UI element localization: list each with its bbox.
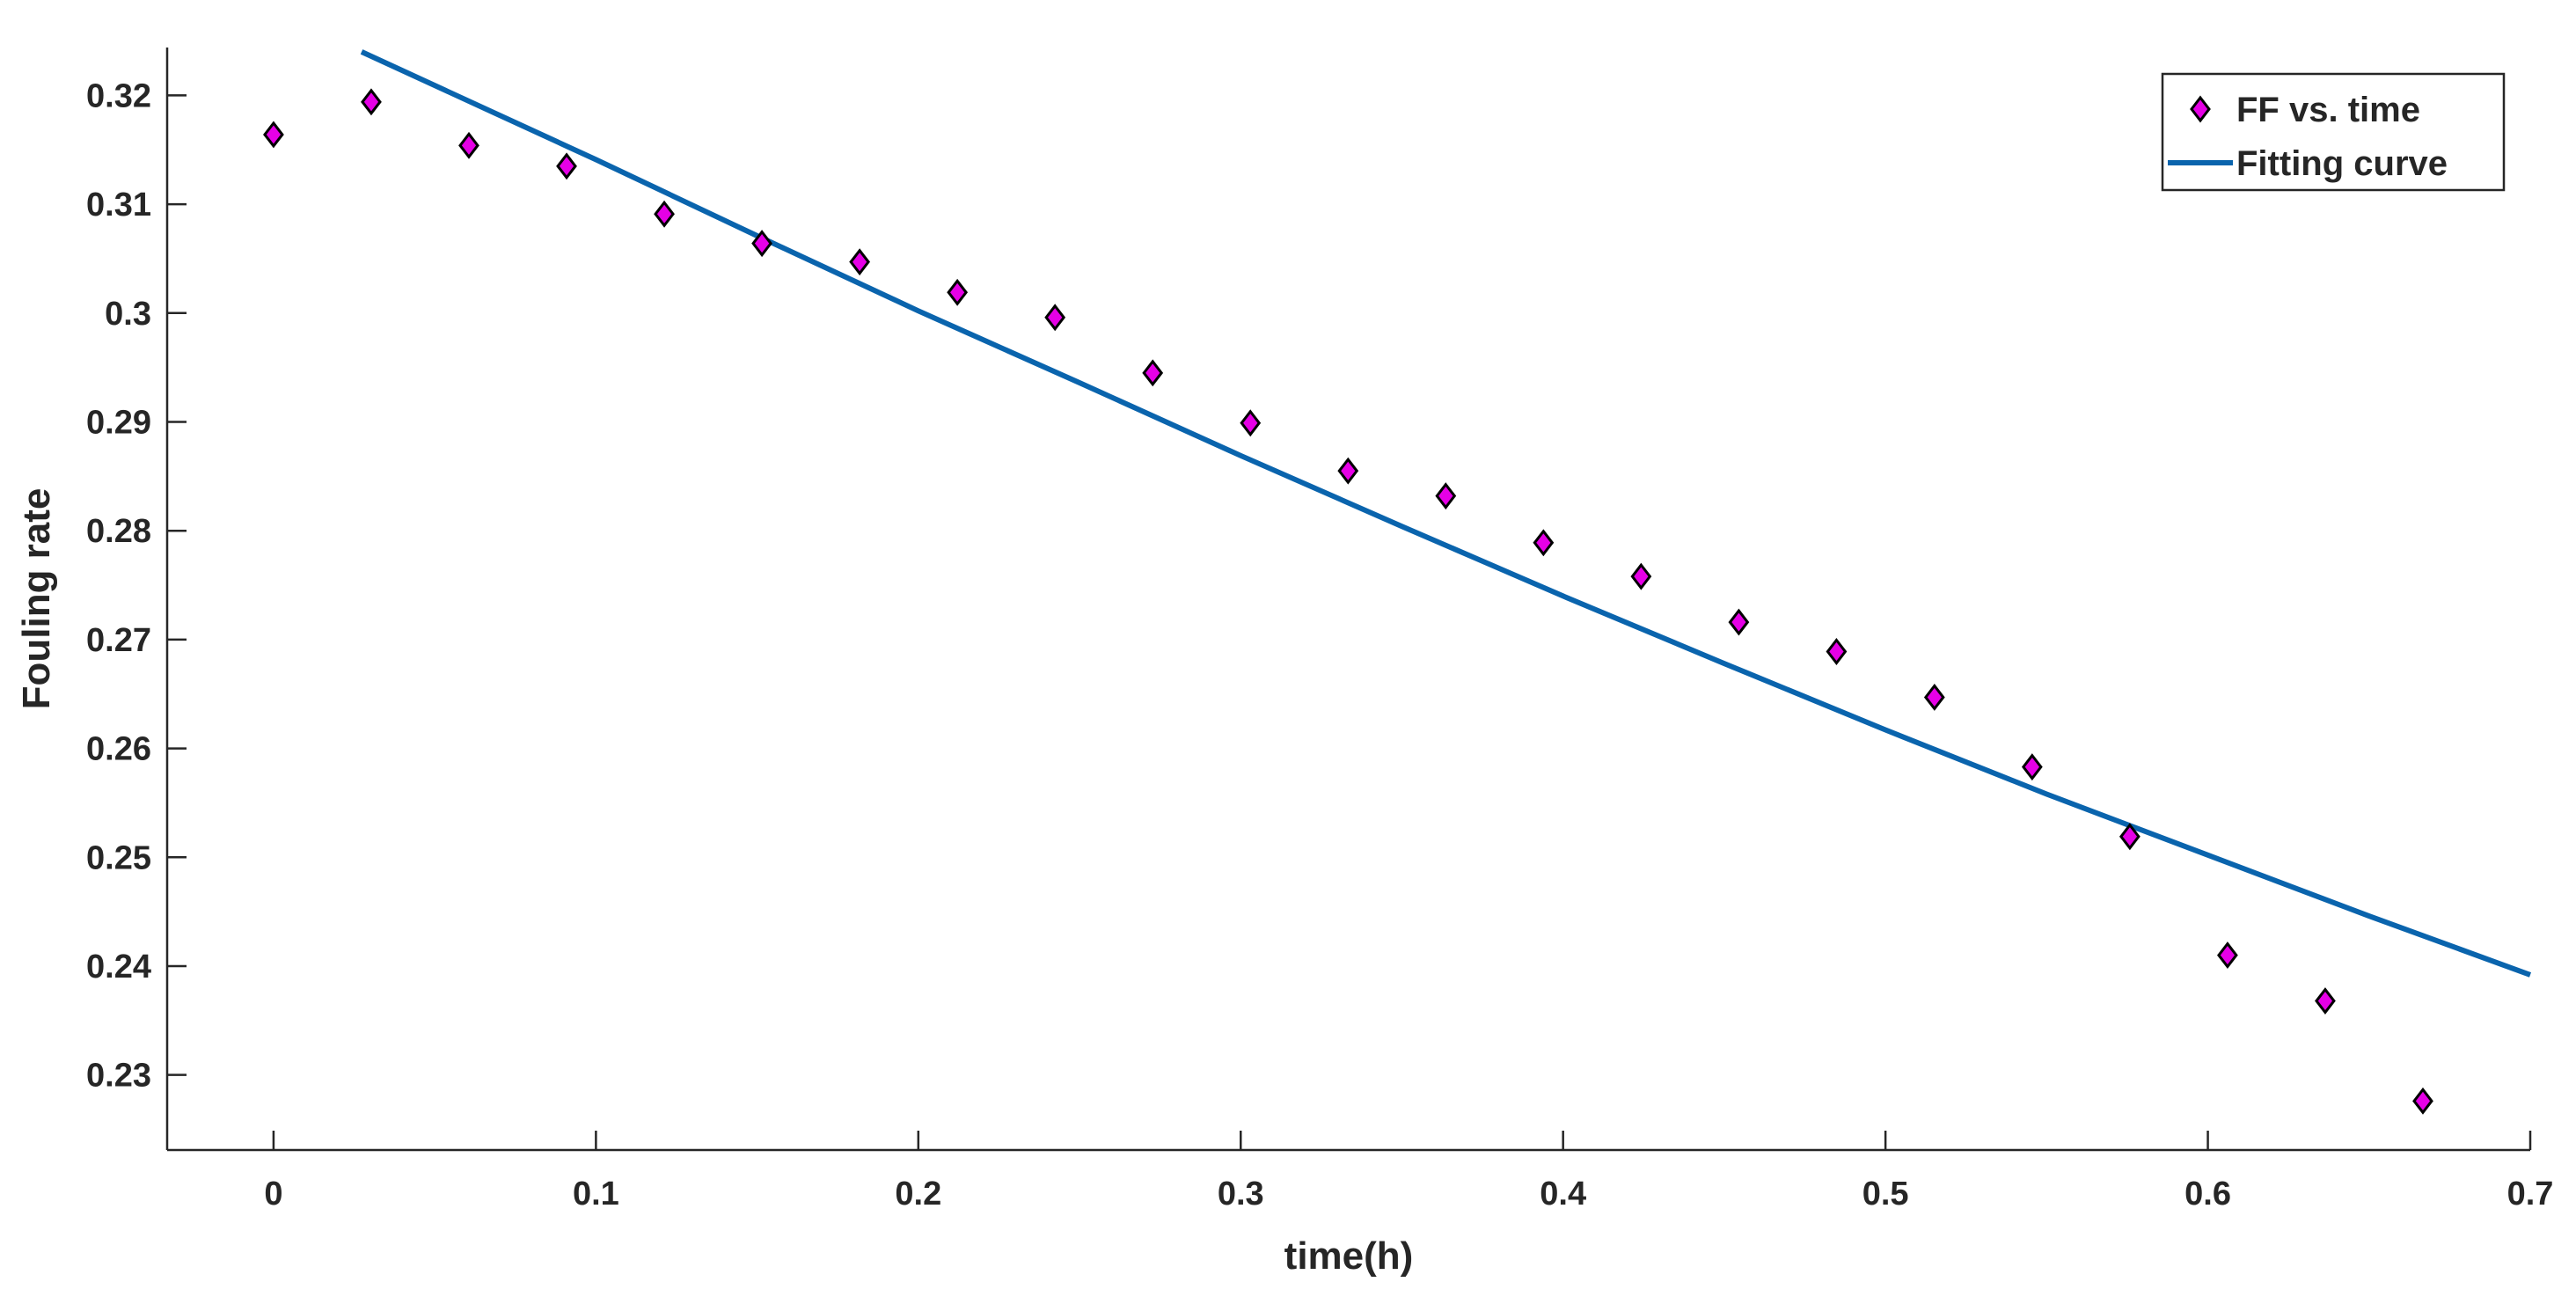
y-tick-label: 0.32 [86, 77, 151, 114]
data-point [1728, 608, 1750, 636]
data-point [1240, 409, 1262, 437]
ff-vs-time-series [263, 88, 2433, 1115]
x-tick-label: 0.3 [1218, 1176, 1264, 1212]
data-point [263, 121, 284, 149]
data-point [556, 152, 577, 180]
y-tick-label: 0.23 [86, 1058, 151, 1095]
data-point [2119, 823, 2141, 851]
data-point [751, 230, 772, 258]
y-axis-label: Fouling rate [15, 488, 58, 710]
data-point [2021, 753, 2043, 781]
legend-label-ff-vs-time: FF vs. time [2236, 91, 2420, 129]
data-point [2315, 987, 2336, 1015]
x-tick-label: 0.6 [2184, 1176, 2231, 1212]
y-tick-label: 0.3 [105, 296, 151, 333]
y-tick-label: 0.31 [86, 187, 151, 223]
data-point [1923, 683, 1945, 711]
data-point [849, 248, 871, 276]
x-tick-label: 0.2 [895, 1176, 941, 1212]
data-point [2412, 1087, 2433, 1115]
x-tick-label: 0.1 [573, 1176, 619, 1212]
data-point [361, 88, 382, 116]
fitting-curve-line [360, 49, 2532, 978]
data-point [1826, 638, 1848, 665]
data-point [458, 131, 479, 159]
y-tick-label: 0.26 [86, 731, 151, 768]
y-tick-label: 0.27 [86, 622, 151, 659]
x-tick-label: 0.7 [2507, 1176, 2554, 1212]
y-tick-label: 0.28 [86, 513, 151, 550]
data-point [1337, 457, 1359, 485]
y-tick-label: 0.25 [86, 839, 151, 876]
data-point [1630, 562, 1652, 590]
data-point [2217, 941, 2238, 970]
x-tick-label: 0.4 [1540, 1176, 1586, 1212]
tick-labels: 0 0.1 0.2 0.3 0.4 0.5 0.6 0.7 0.23 0.24 0.25 0.26 0.… [86, 77, 2553, 1212]
fitting-curve-series [360, 49, 2532, 978]
legend-diamond-marker-icon [2190, 95, 2211, 123]
data-point [947, 278, 969, 306]
legend-label-fitting-curve: Fitting curve [2236, 144, 2448, 183]
y-tick-label: 0.29 [86, 405, 151, 442]
x-tick-label: 0 [264, 1176, 282, 1212]
legend: FF vs. time Fitting curve [2161, 72, 2506, 192]
axes [165, 48, 2532, 1152]
x-axis-label: time(h) [1284, 1234, 1414, 1278]
data-point [1435, 482, 1457, 510]
data-point [654, 200, 675, 228]
y-tick-label: 0.24 [86, 949, 151, 985]
data-point [1533, 529, 1555, 557]
data-point [1044, 304, 1066, 332]
legend-box [2161, 72, 2506, 192]
data-point [1142, 359, 1164, 387]
x-tick-label: 0.5 [1862, 1176, 1909, 1212]
